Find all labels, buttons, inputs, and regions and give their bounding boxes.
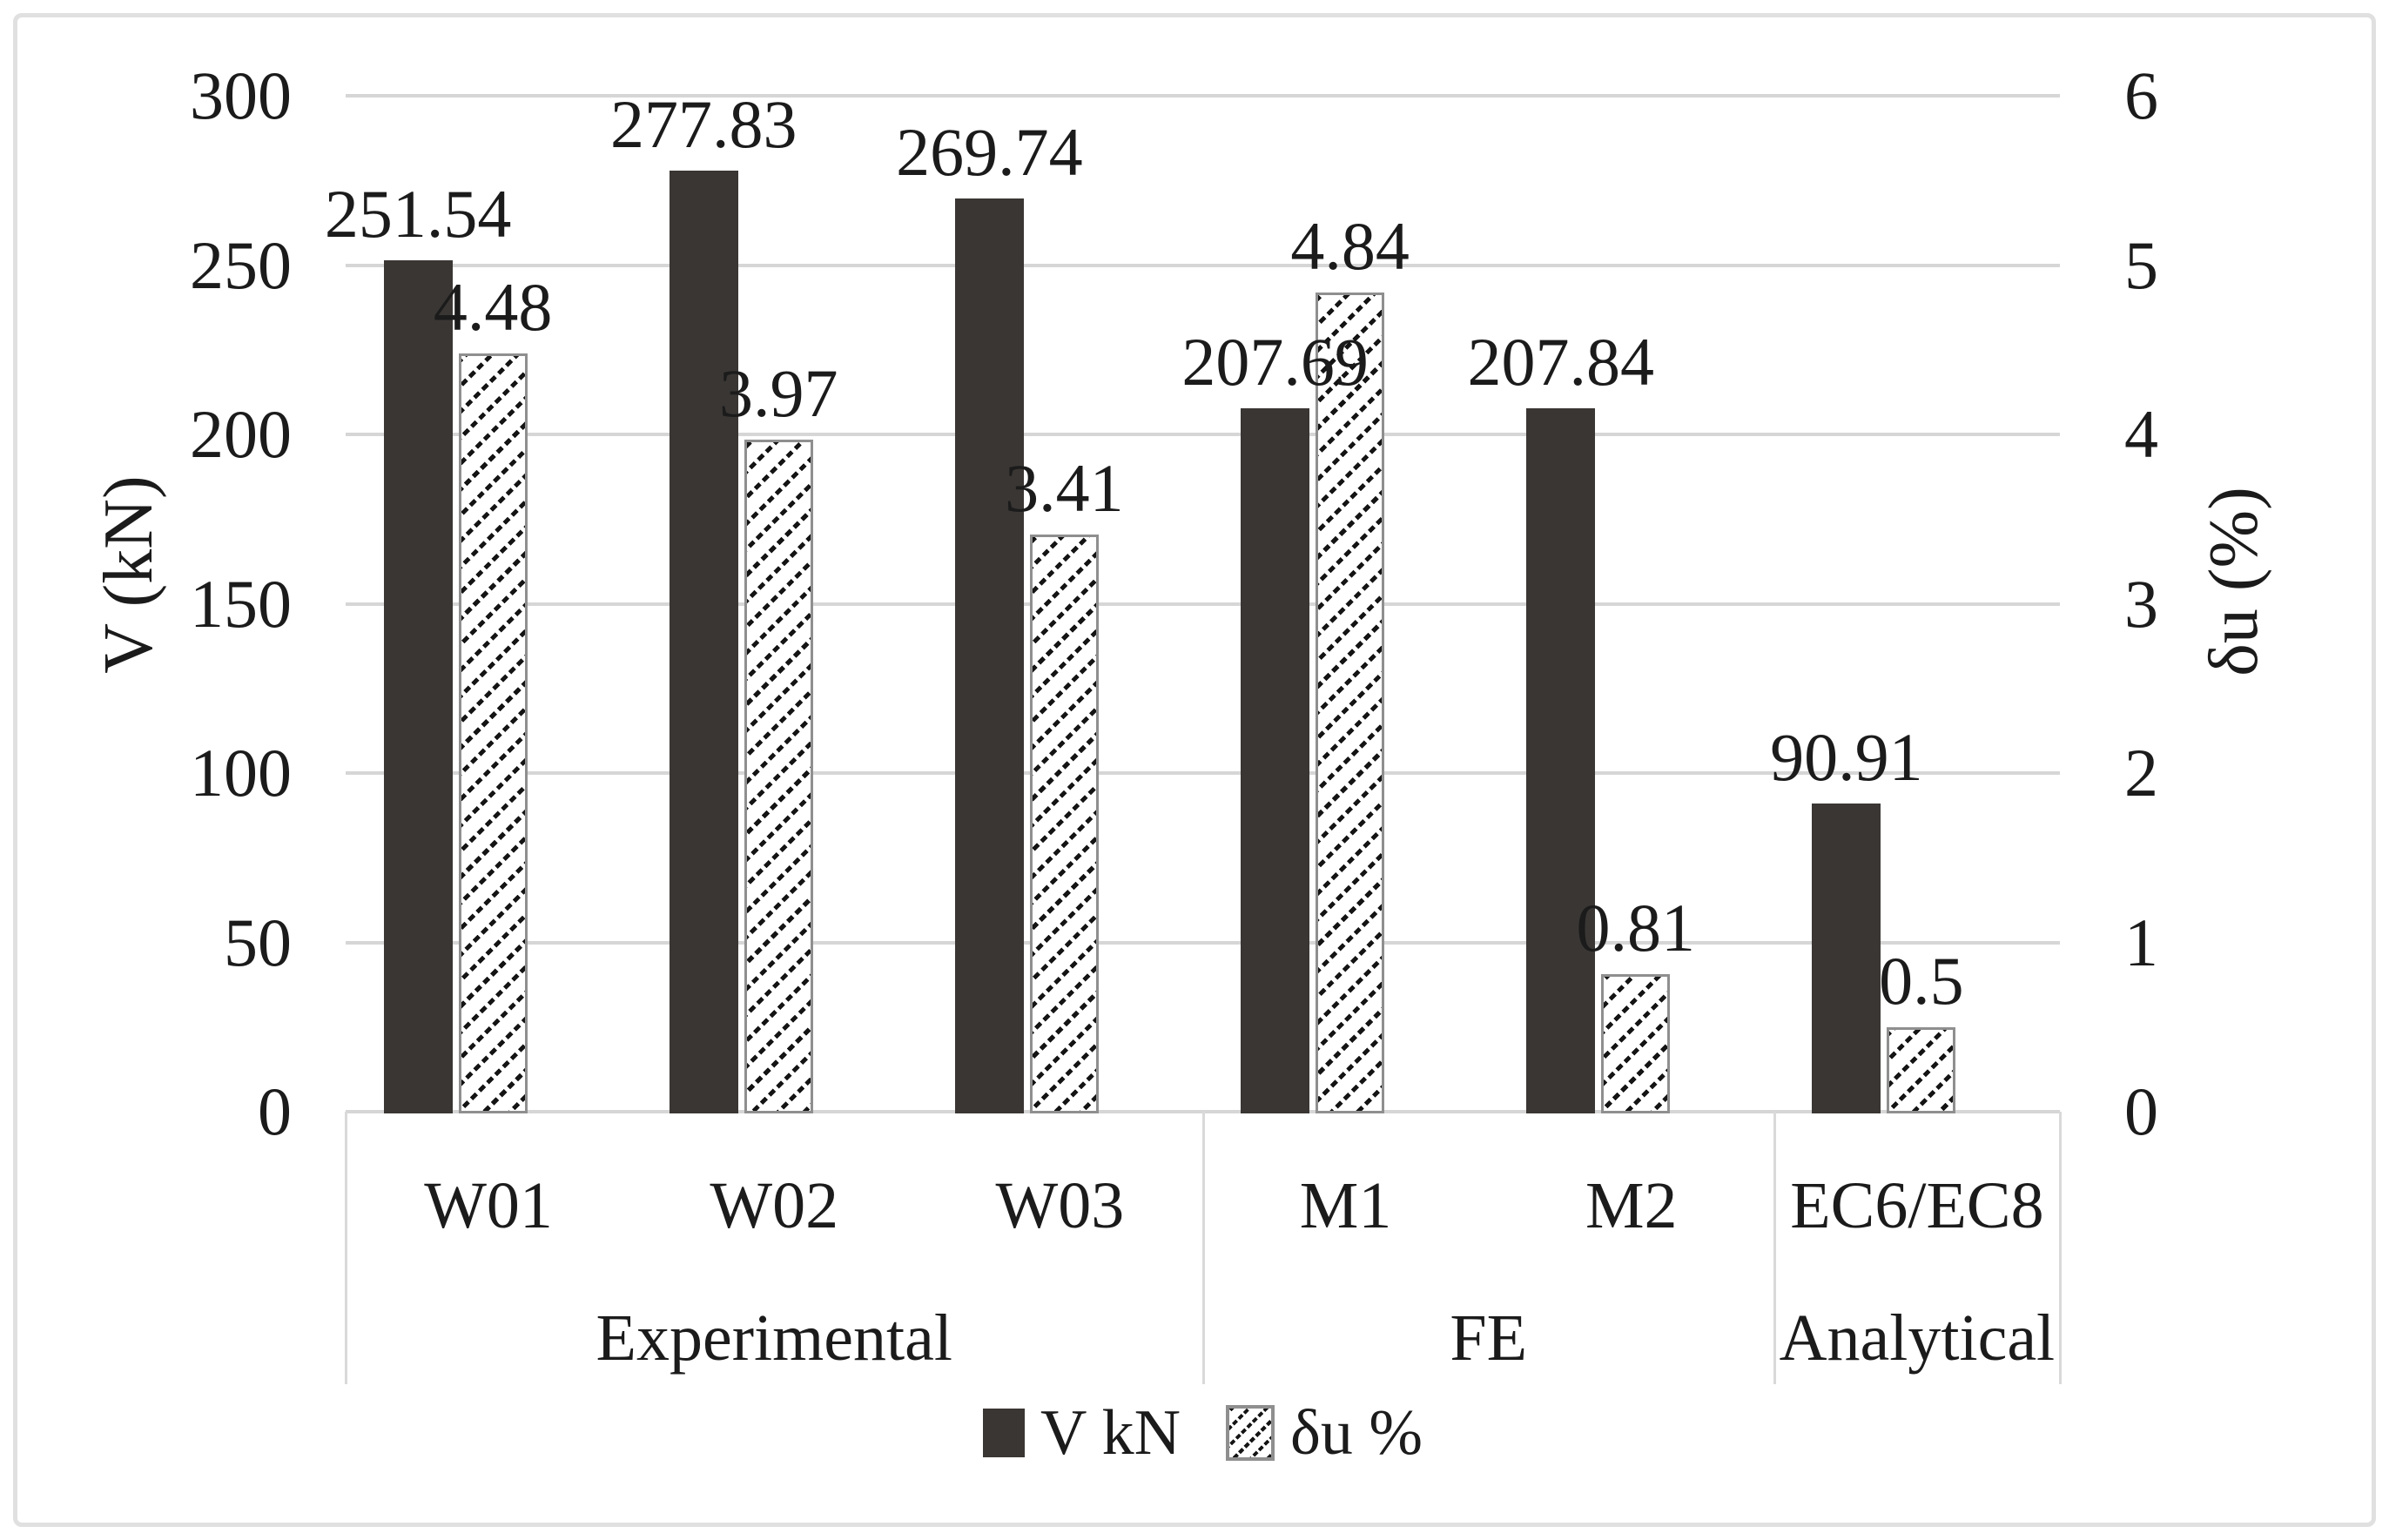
group-label: FE (1450, 1301, 1528, 1375)
left-axis-tick-label: 150 (190, 565, 292, 642)
gridline (346, 263, 2060, 267)
left-axis-title: V (kN) (91, 475, 167, 674)
group-label: Analytical (1779, 1301, 2056, 1375)
left-axis-tick-label: 250 (190, 226, 292, 303)
category-label: M1 (1299, 1169, 1392, 1242)
right-axis-tick-label: 4 (2124, 396, 2158, 472)
bar-v-kn (1241, 408, 1310, 1113)
group-divider (1201, 1112, 1205, 1384)
legend-item-v-kn: V kN (982, 1395, 1181, 1470)
legend-label: V kN (1040, 1397, 1181, 1469)
gridline (346, 433, 2060, 436)
group-label: Experimental (596, 1301, 952, 1375)
bar-value-label: 277.83 (610, 86, 797, 163)
category-label: W03 (995, 1169, 1125, 1242)
right-axis-tick-label: 0 (2124, 1073, 2158, 1149)
group-divider (1773, 1112, 1776, 1384)
bar-v-kn (1812, 804, 1881, 1113)
right-axis-tick-label: 2 (2124, 735, 2158, 810)
bar-value-label: 4.84 (1290, 207, 1410, 284)
bar-value-label: 90.91 (1770, 719, 1923, 796)
bar-value-label: 207.84 (1467, 323, 1655, 400)
bar-du-pct (1316, 292, 1385, 1113)
bar-du-pct (458, 353, 528, 1113)
bar-v-kn (954, 198, 1024, 1113)
bar-value-label: 207.69 (1181, 324, 1369, 400)
right-axis-tick-label: 3 (2124, 565, 2158, 642)
bar-du-pct (1029, 534, 1099, 1113)
right-axis-tick-label: 1 (2124, 904, 2158, 980)
bar-v-kn (383, 259, 453, 1113)
gridline (346, 94, 2060, 98)
group-divider (2059, 1112, 2062, 1384)
gridline (346, 771, 2060, 775)
bar-du-pct (744, 439, 813, 1113)
gridline (346, 940, 2060, 945)
category-label: M2 (1585, 1169, 1678, 1242)
left-axis-tick-label: 50 (224, 904, 292, 980)
bar-v-kn (1526, 407, 1596, 1113)
bar-value-label: 0.81 (1576, 890, 1696, 966)
gridline (346, 602, 2060, 606)
left-axis-tick-label: 100 (190, 735, 292, 810)
group-divider (345, 1112, 347, 1384)
category-label: W01 (424, 1169, 553, 1242)
bar-du-pct (1887, 1026, 1956, 1113)
legend-label: δu % (1290, 1397, 1423, 1469)
left-axis-tick-label: 0 (258, 1073, 292, 1149)
right-axis-title: δu (%) (2196, 487, 2272, 676)
right-axis-tick-label: 5 (2124, 226, 2158, 303)
bar-du-pct (1601, 974, 1671, 1113)
bar-value-label: 4.48 (433, 268, 553, 345)
bar-value-label: 0.5 (1879, 942, 1964, 1019)
chart-legend: V kN δu % (346, 1395, 2060, 1470)
bar-value-label: 269.74 (896, 113, 1083, 190)
legend-swatch-hatched-icon (1226, 1405, 1275, 1461)
legend-swatch-solid-icon (982, 1409, 1025, 1457)
bar-v-kn (669, 171, 738, 1113)
category-label: EC6/EC8 (1790, 1169, 2044, 1242)
legend-item-du-pct: δu % (1226, 1395, 1423, 1470)
left-axis-tick-label: 300 (190, 57, 292, 133)
left-axis-tick-label: 200 (190, 396, 292, 472)
right-axis-tick-label: 6 (2124, 57, 2158, 133)
bar-value-label: 3.41 (1005, 449, 1124, 526)
category-label: W02 (710, 1169, 839, 1242)
bar-value-label: 251.54 (324, 175, 512, 252)
bar-value-label: 3.97 (719, 354, 838, 431)
